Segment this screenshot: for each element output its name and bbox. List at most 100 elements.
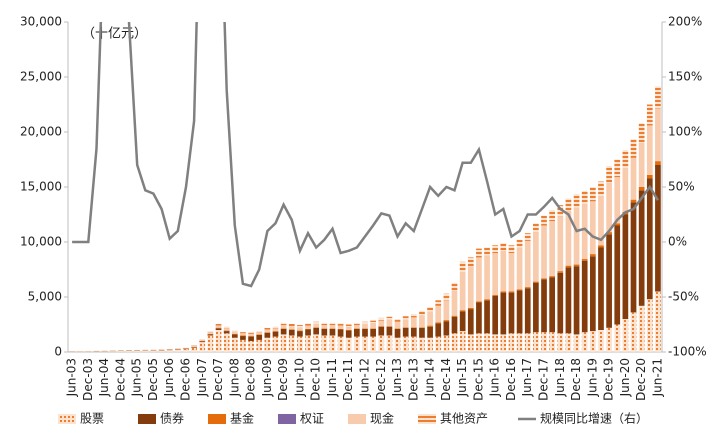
bar-segment <box>199 339 206 341</box>
bar-segment <box>150 350 157 352</box>
bar-segment <box>402 336 409 352</box>
bar-segment <box>410 327 417 328</box>
bar-segment <box>646 125 653 175</box>
bar-segment <box>598 245 604 248</box>
bar-segment <box>467 257 474 267</box>
legend-swatch <box>418 414 436 424</box>
y2-tick-label: 50% <box>668 180 695 194</box>
bar-segment <box>272 331 279 332</box>
bar-segment <box>337 325 344 329</box>
bar-segment <box>565 210 572 266</box>
bar-segment <box>280 334 287 352</box>
bar-segment <box>435 336 442 352</box>
bar-segment <box>297 330 303 332</box>
bar-segment <box>231 330 238 332</box>
bar-segment <box>516 239 523 248</box>
bar-segment <box>589 201 596 255</box>
bar-segment <box>655 291 661 352</box>
x-tick-label: Jun-08 <box>227 358 241 397</box>
legend-item: 其他资产 <box>418 412 488 426</box>
bar-segment <box>337 328 344 330</box>
bar-segment <box>435 300 442 306</box>
bar-segment <box>573 194 580 208</box>
x-tick-label: Jun-15 <box>455 358 469 397</box>
bar-segment <box>646 299 653 352</box>
bar-segment <box>223 333 230 352</box>
bar-segment <box>280 328 287 329</box>
bar-segment <box>638 123 645 143</box>
bar-segment <box>337 336 344 352</box>
bar-segment <box>573 207 580 265</box>
legend-swatch <box>58 414 76 424</box>
bar-segment <box>451 282 458 291</box>
bar-segment <box>508 292 515 334</box>
bar-segment <box>557 216 564 272</box>
bar-segment <box>313 323 320 328</box>
legend-label: 其他资产 <box>440 412 488 426</box>
bar-segment <box>638 190 645 306</box>
x-tick-label: Dec-04 <box>113 358 127 401</box>
bar-segment <box>533 232 539 282</box>
x-tick-label: Dec-20 <box>634 358 648 401</box>
bar-segment <box>630 312 637 352</box>
bar-segment <box>305 323 311 326</box>
bar-segment <box>248 336 254 341</box>
bar-segment <box>549 277 555 333</box>
bar-segment <box>215 330 222 352</box>
bar-segment <box>427 311 433 326</box>
bar-segment <box>476 302 482 334</box>
bar-segment <box>321 325 328 329</box>
bar-segment <box>118 351 124 352</box>
bar-segment <box>630 139 637 158</box>
bar-segment <box>280 328 287 335</box>
bar-segment <box>199 342 206 352</box>
bar-segment <box>329 335 336 352</box>
bar-segment <box>378 335 385 352</box>
bar-segment <box>370 328 376 337</box>
bar-segment <box>378 326 385 327</box>
bar-segment <box>191 346 197 347</box>
legend-item: 权证 <box>278 412 324 426</box>
y2-tick-label: 0% <box>668 235 687 249</box>
bar-segment <box>476 257 482 302</box>
bar-segment <box>427 326 433 338</box>
bar-segment <box>305 335 311 352</box>
bar-segment <box>354 328 360 337</box>
bar-segment <box>646 178 653 300</box>
bar-segment <box>581 259 588 261</box>
bar-segment <box>533 332 539 352</box>
bar-segment <box>158 350 165 352</box>
x-tick-label: Dec-09 <box>276 358 290 401</box>
x-tick-label: Jun-17 <box>520 358 534 397</box>
bar-segment <box>378 317 385 321</box>
bar-segment <box>305 325 311 329</box>
bar-segment <box>313 327 320 328</box>
legend-item: 现金 <box>348 411 394 426</box>
bar-segment <box>354 336 360 352</box>
legend-label: 权证 <box>300 412 324 426</box>
bar-segment <box>264 332 271 338</box>
x-tick-label: Dec-08 <box>244 358 258 401</box>
bar-segment <box>402 327 409 337</box>
y-tick-label: 0 <box>54 345 62 359</box>
bar-segment <box>492 294 499 296</box>
bar-segment <box>223 331 230 334</box>
x-tick-label: Dec-10 <box>309 358 323 401</box>
x-tick-label: Jun-04 <box>97 358 111 397</box>
bar-segment <box>313 334 320 352</box>
bar-segment <box>581 190 588 205</box>
bar-segment <box>264 332 271 333</box>
bar-segment <box>467 266 474 308</box>
bar-segment <box>272 326 279 329</box>
bar-segment <box>207 331 214 333</box>
x-tick-label: Jun-12 <box>358 358 372 397</box>
bar-segment <box>646 104 653 126</box>
bar-segment <box>410 327 417 337</box>
bar-segment <box>630 157 637 200</box>
bar-segment <box>655 86 661 109</box>
legend-label: 基金 <box>230 411 254 426</box>
x-tick-label: Dec-05 <box>146 358 160 401</box>
x-tick-label: Jun-10 <box>292 358 306 397</box>
bar-segment <box>410 314 417 318</box>
bar-segment <box>638 305 645 352</box>
